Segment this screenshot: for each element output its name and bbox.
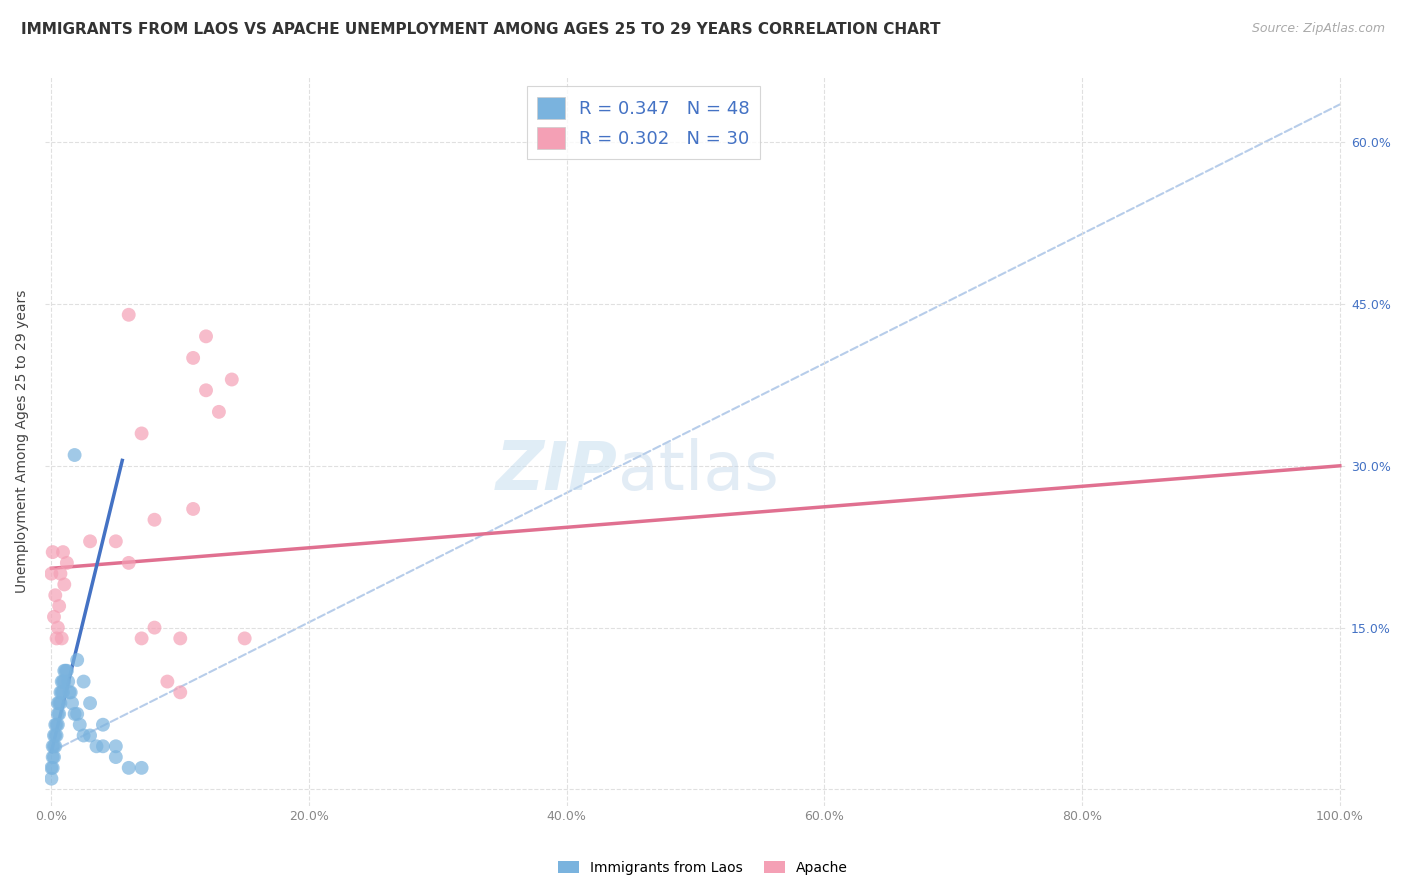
Point: [131, 761, 153, 775]
Point: [44, 588, 66, 602]
Point: [56, 664, 79, 678]
Point: [41, 761, 63, 775]
Point: [208, 405, 231, 419]
Point: [41, 772, 63, 786]
Point: [169, 685, 191, 699]
Point: [42, 729, 65, 743]
Point: [104, 739, 127, 754]
Point: [63, 706, 86, 721]
Point: [56, 674, 79, 689]
Point: [45, 717, 67, 731]
Point: [79, 729, 101, 743]
Point: [46, 696, 69, 710]
Point: [44, 717, 66, 731]
Point: [59, 685, 82, 699]
Point: [221, 372, 243, 386]
Point: [63, 448, 86, 462]
Point: [52, 545, 75, 559]
Text: atlas: atlas: [617, 438, 779, 504]
Y-axis label: Unemployment Among Ages 25 to 29 years: Unemployment Among Ages 25 to 29 years: [15, 290, 30, 593]
Point: [51, 674, 73, 689]
Point: [45, 729, 67, 743]
Text: Source: ZipAtlas.com: Source: ZipAtlas.com: [1251, 22, 1385, 36]
Point: [52, 685, 75, 699]
Point: [41, 566, 63, 581]
Point: [66, 653, 89, 667]
Point: [53, 664, 76, 678]
Point: [46, 706, 69, 721]
Point: [44, 739, 66, 754]
Point: [41, 739, 63, 754]
Point: [143, 513, 166, 527]
Point: [91, 717, 114, 731]
Point: [56, 556, 79, 570]
Point: [195, 329, 218, 343]
Point: [58, 685, 80, 699]
Point: [45, 632, 67, 646]
Point: [104, 534, 127, 549]
Point: [41, 545, 63, 559]
Point: [42, 750, 65, 764]
Point: [46, 717, 69, 731]
Point: [156, 674, 179, 689]
Point: [55, 664, 77, 678]
Point: [42, 739, 65, 754]
Point: [118, 308, 141, 322]
Point: [181, 351, 204, 365]
Point: [46, 621, 69, 635]
Point: [131, 632, 153, 646]
Legend: R = 0.347   N = 48, R = 0.302   N = 30: R = 0.347 N = 48, R = 0.302 N = 30: [527, 87, 761, 160]
Point: [49, 566, 72, 581]
Point: [51, 685, 73, 699]
Point: [42, 610, 65, 624]
Text: IMMIGRANTS FROM LAOS VS APACHE UNEMPLOYMENT AMONG AGES 25 TO 29 YEARS CORRELATIO: IMMIGRANTS FROM LAOS VS APACHE UNEMPLOYM…: [21, 22, 941, 37]
Point: [53, 577, 76, 591]
Point: [51, 632, 73, 646]
Point: [86, 739, 108, 754]
Point: [91, 739, 114, 754]
Point: [143, 621, 166, 635]
Point: [49, 696, 72, 710]
Point: [69, 717, 91, 731]
Point: [181, 502, 204, 516]
Point: [72, 674, 94, 689]
Point: [41, 750, 63, 764]
Point: [53, 674, 76, 689]
Point: [131, 426, 153, 441]
Legend: Immigrants from Laos, Apache: Immigrants from Laos, Apache: [553, 855, 853, 880]
Point: [44, 729, 66, 743]
Point: [52, 674, 75, 689]
Point: [60, 696, 83, 710]
Point: [72, 729, 94, 743]
Point: [48, 599, 70, 613]
Point: [195, 384, 218, 398]
Point: [41, 761, 63, 775]
Point: [48, 696, 70, 710]
Point: [118, 761, 141, 775]
Point: [118, 556, 141, 570]
Point: [104, 750, 127, 764]
Point: [233, 632, 256, 646]
Point: [169, 632, 191, 646]
Point: [48, 706, 70, 721]
Point: [79, 696, 101, 710]
Point: [66, 706, 89, 721]
Point: [79, 534, 101, 549]
Text: ZIP: ZIP: [496, 438, 617, 504]
Point: [49, 685, 72, 699]
